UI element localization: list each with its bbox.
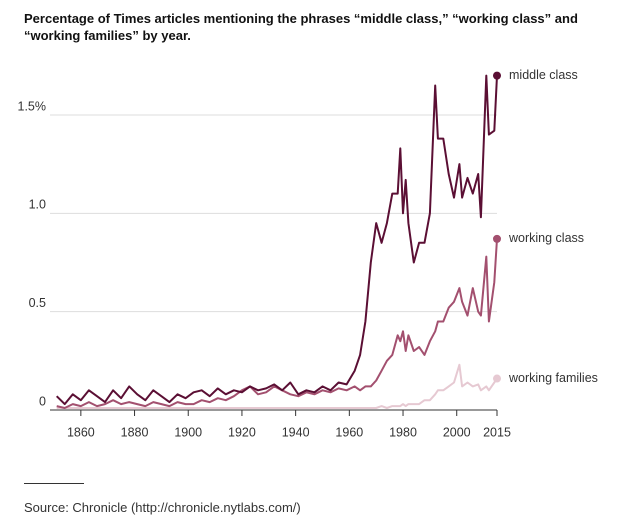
x-tick-label: 2015 (483, 425, 511, 439)
x-tick-label: 1880 (121, 425, 149, 439)
end-dot (493, 374, 501, 383)
series-line (55, 74, 498, 406)
source-rule (24, 483, 84, 484)
x-tick-label: 1920 (228, 425, 256, 439)
legend-label: working class (508, 231, 584, 245)
x-tick-label: 1860 (67, 425, 95, 439)
y-tick-label: 0.5 (29, 296, 46, 310)
series-line (56, 238, 498, 409)
chart-title: Percentage of Times articles mentioning … (24, 11, 578, 43)
legend-label: middle class (509, 68, 578, 82)
source: Source: Chronicle (http://chronicle.nytl… (24, 500, 301, 515)
legend-label: working families (508, 371, 598, 385)
y-tick-label: 1.0 (29, 198, 46, 212)
y-tick-label: 0 (39, 394, 46, 408)
x-tick-label: 1960 (335, 425, 363, 439)
chart: 0 0.5 1.0 1.5% 1860 1880 1900 1920 1940 1960 1980 2… (18, 68, 598, 439)
x-tick-label: 1980 (389, 425, 417, 439)
end-dot (493, 234, 501, 243)
y-tick-label: 1.5% (18, 99, 47, 113)
end-dot (493, 71, 501, 80)
series-line (56, 363, 498, 409)
x-tick-label: 2000 (443, 425, 471, 439)
x-tick-label: 1940 (282, 425, 310, 439)
x-tick-label: 1900 (174, 425, 202, 439)
